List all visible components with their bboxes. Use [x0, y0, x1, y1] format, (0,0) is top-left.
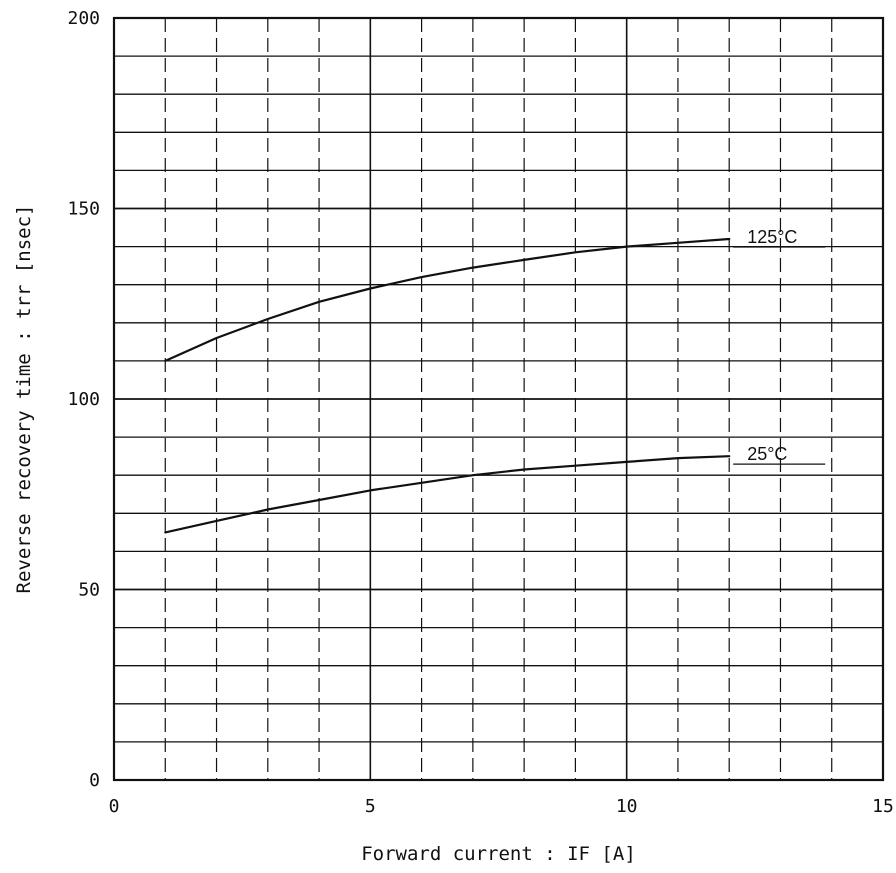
- y-axis-title: Reverse recovery time : trr [nsec]: [13, 205, 35, 594]
- x-axis-title: Forward current : IF [A]: [361, 843, 636, 865]
- y-tick-label: 0: [89, 770, 100, 791]
- y-tick-label: 200: [67, 8, 100, 29]
- series-line-0: [164, 237, 731, 362]
- y-tick-label: 50: [78, 580, 100, 601]
- x-tick-label: 10: [616, 796, 638, 817]
- x-tick-label: 0: [109, 796, 120, 817]
- series-layer: 125°C 25°C: [164, 227, 826, 534]
- series-label-1: 25°C: [747, 444, 787, 464]
- grid-layer: [112, 16, 885, 782]
- y-tick-label: 100: [67, 389, 100, 410]
- series-label-0: 125°C: [747, 227, 797, 247]
- x-tick-label: 5: [365, 796, 376, 817]
- x-tick-label: 15: [872, 796, 894, 817]
- plot-frame: [112, 16, 885, 782]
- y-tick-label: 150: [67, 199, 100, 220]
- series-line-1: [164, 455, 731, 534]
